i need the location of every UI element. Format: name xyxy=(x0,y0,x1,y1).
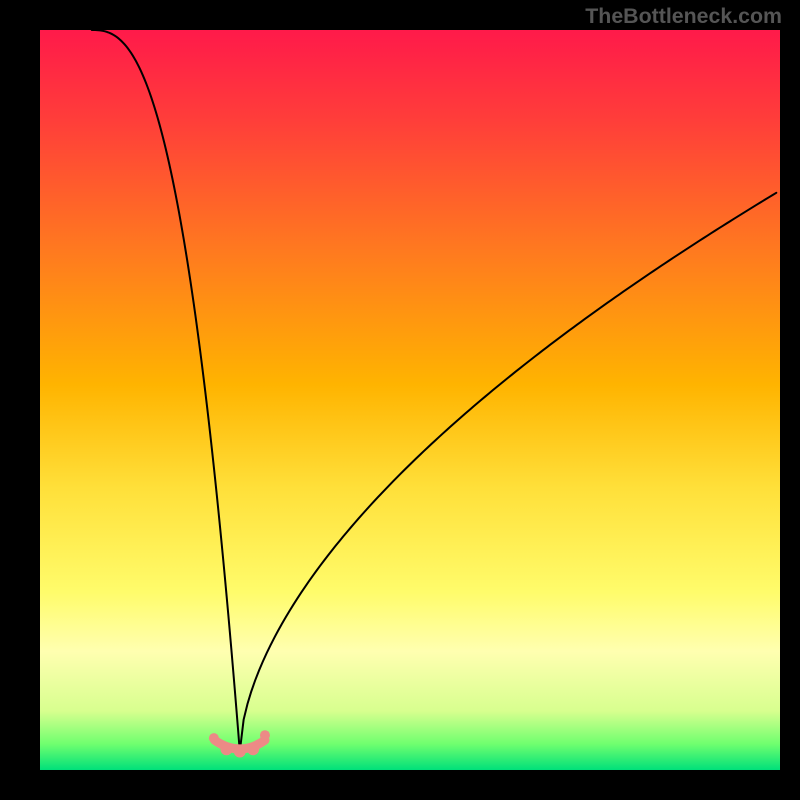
plot-area xyxy=(40,30,780,770)
dip-dot-0 xyxy=(209,733,219,743)
chart-container: TheBottleneck.com xyxy=(0,0,800,800)
dip-dot-2 xyxy=(234,746,246,758)
dip-dot-4 xyxy=(260,730,270,740)
dip-dot-1 xyxy=(220,743,232,755)
bottleneck-curve-chart xyxy=(0,0,800,800)
dip-dot-3 xyxy=(247,743,259,755)
